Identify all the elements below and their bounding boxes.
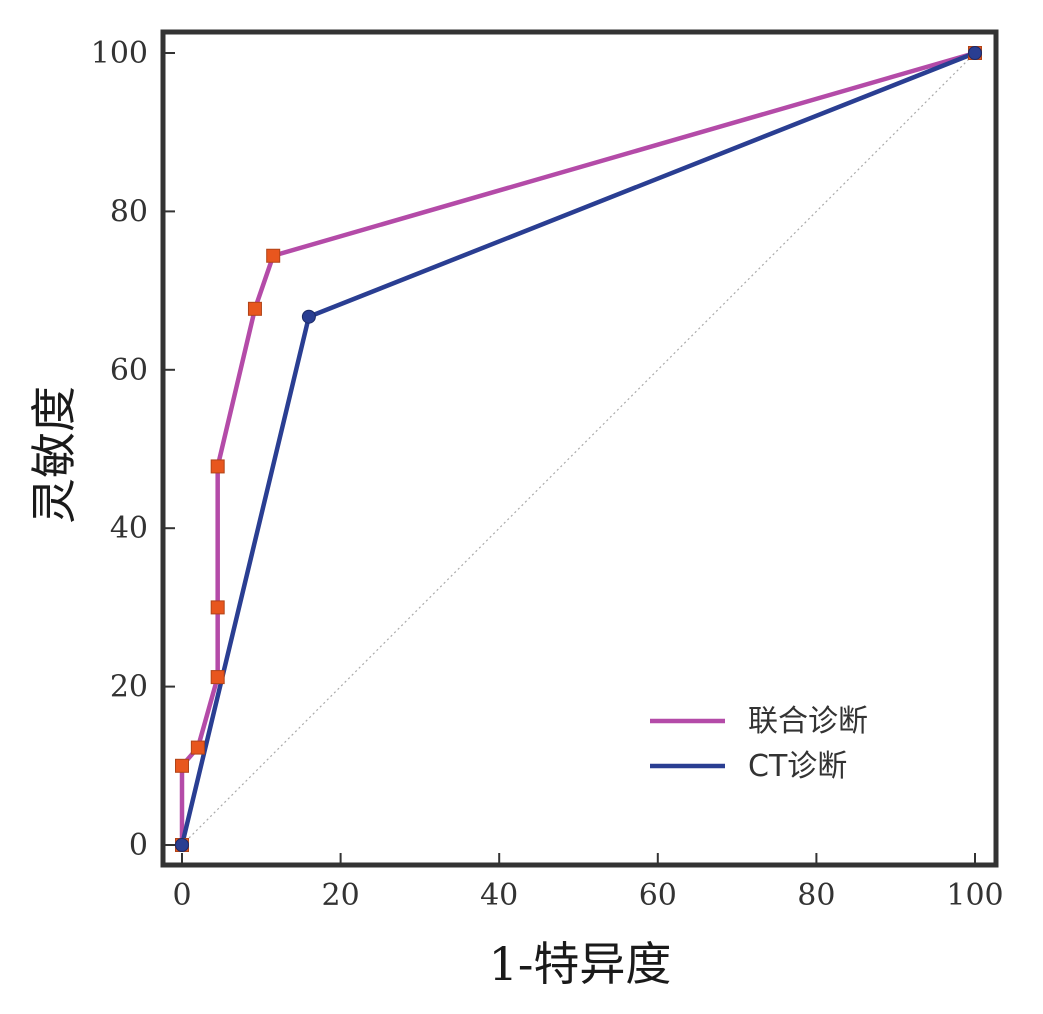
y-tick-label: 80	[110, 194, 148, 229]
y-tick-label: 40	[110, 511, 148, 546]
reference-line	[181, 52, 976, 846]
legend-label-1: 联合诊断	[748, 704, 868, 739]
x-tick-label: 20	[322, 878, 360, 913]
x-tick-label: 40	[480, 878, 518, 913]
legend: 联合诊断 CT诊断	[650, 704, 868, 784]
data-point-series-1	[210, 459, 225, 474]
data-point-series-1	[266, 248, 281, 263]
data-point-series-1	[175, 758, 189, 773]
axis-ticks: 0 20 40 60 80 100 0 20 40 60 80 100	[91, 36, 1004, 913]
x-tick-label: 60	[639, 878, 677, 913]
reference-diagonal	[181, 52, 976, 846]
y-tick-label: 100	[91, 36, 148, 71]
data-point-series-2	[968, 46, 982, 60]
y-tick-label: 0	[129, 828, 148, 863]
series-layer	[175, 46, 982, 852]
x-tick-label: 100	[946, 878, 1003, 913]
plot-frame	[160, 29, 999, 868]
data-point-series-1	[210, 600, 225, 615]
legend-label-2: CT诊断	[748, 749, 847, 784]
data-point-series-2	[175, 838, 189, 852]
x-tick-label: 0	[172, 878, 191, 913]
data-point-series-1	[247, 301, 262, 316]
y-tick-label: 20	[110, 670, 148, 705]
data-point-series-2	[301, 309, 316, 324]
x-tick-label: 80	[797, 878, 835, 913]
data-point-series-1	[190, 740, 205, 755]
y-axis-label: 灵敏度	[27, 386, 81, 524]
x-axis-label: 1-特异度	[489, 937, 672, 991]
y-tick-label: 60	[110, 353, 148, 388]
data-point-series-1	[210, 670, 225, 685]
